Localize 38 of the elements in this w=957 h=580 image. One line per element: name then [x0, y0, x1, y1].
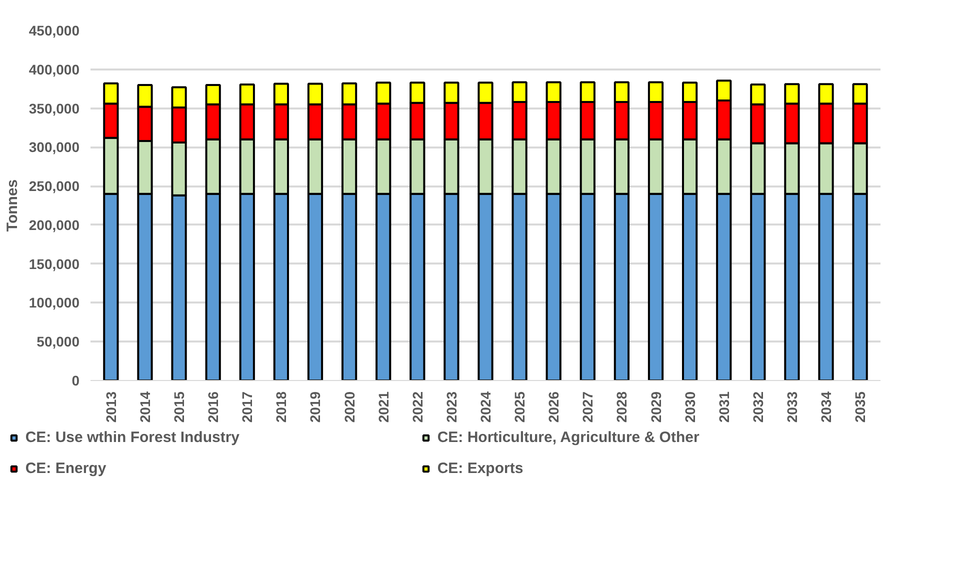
x-tick-label: 2035	[852, 391, 868, 423]
legend-label: CE: Energy	[25, 460, 108, 477]
y-tick-label: 250,000	[28, 178, 80, 194]
y-tick-label: 50,000	[36, 334, 80, 350]
x-tick-label: 2019	[307, 391, 324, 423]
y-tick-label: 450,000	[28, 22, 80, 38]
y-tick-label: 150,000	[28, 256, 80, 272]
x-tick-label: 2022	[409, 391, 426, 423]
x-tick-label: 2014	[136, 391, 153, 423]
legend-label: CE: Exports	[437, 460, 524, 477]
legend-label: CE: Use wthin Forest Industry	[25, 429, 241, 446]
x-tick-label: 2027	[580, 391, 596, 423]
x-tick-label: 2031	[716, 391, 732, 423]
x-tick-label: 2024	[478, 391, 494, 423]
x-tick-label: 2028	[614, 391, 630, 423]
x-tick-label: 2016	[205, 391, 222, 423]
x-tick-label: 2029	[648, 391, 664, 423]
x-tick-label: 2033	[784, 391, 800, 423]
x-tick-label: 2034	[818, 391, 834, 423]
y-tick-label: 200,000	[28, 216, 80, 233]
x-tick-label: 2021	[375, 391, 392, 423]
y-tick-label: 400,000	[28, 61, 80, 78]
x-tick-label: 2020	[341, 391, 358, 423]
x-tick-label: 2032	[750, 391, 766, 423]
x-tick-label: 2017	[239, 391, 256, 423]
x-tick-label: 2025	[512, 391, 528, 423]
x-tick-label: 2018	[273, 391, 290, 423]
x-tick-label: 2013	[102, 391, 119, 423]
legend-label: CE: Horticulture, Agriculture & Other	[437, 429, 700, 446]
x-tick-label: 2015	[171, 391, 188, 423]
x-tick-label: 2030	[682, 391, 698, 423]
x-tick-label: 2026	[546, 391, 562, 423]
y-tick-label: 0	[72, 372, 80, 388]
y-axis-title: Tonnes	[4, 179, 21, 232]
x-tick-label: 2023	[443, 391, 460, 423]
y-tick-label: 100,000	[28, 294, 80, 311]
y-tick-label: 300,000	[28, 139, 80, 156]
y-tick-label: 350,000	[28, 100, 80, 116]
